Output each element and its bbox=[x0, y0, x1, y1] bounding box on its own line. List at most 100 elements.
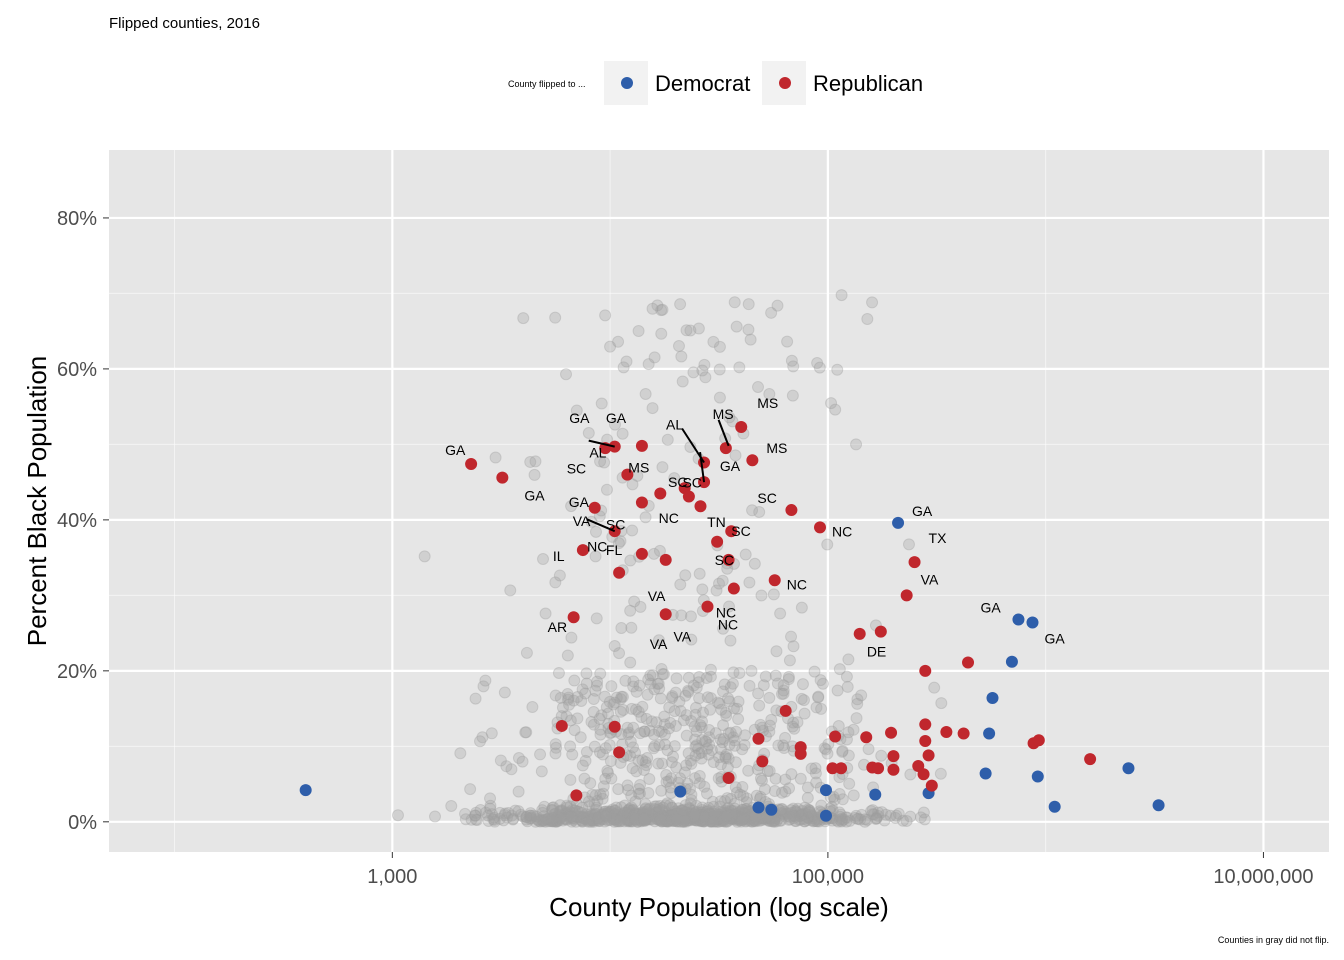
gray-point bbox=[711, 696, 724, 709]
gray-point bbox=[653, 682, 666, 695]
state-label: SC bbox=[567, 461, 586, 477]
gray-point bbox=[589, 808, 602, 821]
gray-point bbox=[788, 722, 801, 735]
gray-point bbox=[611, 815, 624, 828]
gray-point bbox=[626, 815, 639, 828]
gray-point bbox=[563, 698, 576, 711]
republican-point bbox=[576, 544, 589, 557]
gray-point bbox=[713, 340, 726, 353]
gray-point bbox=[714, 743, 727, 756]
gray-point bbox=[808, 665, 821, 678]
gray-point bbox=[678, 814, 691, 827]
gray-point bbox=[801, 781, 814, 794]
gray-point bbox=[565, 631, 578, 644]
gray-point bbox=[637, 810, 650, 823]
gray-point bbox=[904, 810, 917, 823]
gray-point bbox=[525, 811, 538, 824]
gray-point bbox=[711, 810, 724, 823]
gray-point bbox=[542, 812, 555, 825]
gray-point bbox=[604, 755, 617, 768]
gray-point bbox=[594, 455, 607, 468]
gray-point bbox=[729, 756, 742, 769]
gray-point bbox=[623, 805, 636, 818]
gray-point bbox=[805, 814, 818, 827]
gray-point bbox=[617, 809, 630, 822]
gray-point bbox=[741, 808, 754, 821]
gray-point bbox=[651, 813, 664, 826]
gray-point bbox=[690, 739, 703, 752]
gray-point bbox=[854, 813, 867, 826]
gray-point bbox=[626, 762, 639, 775]
gray-point bbox=[609, 804, 622, 817]
gray-point bbox=[587, 693, 600, 706]
gray-point bbox=[680, 709, 693, 722]
gray-point bbox=[581, 811, 594, 824]
background-points bbox=[391, 289, 948, 828]
republican-point bbox=[722, 553, 735, 566]
gray-point bbox=[834, 810, 847, 823]
gray-point bbox=[606, 803, 619, 816]
gray-point bbox=[728, 739, 741, 752]
gray-point bbox=[724, 812, 737, 825]
gray-point bbox=[719, 750, 732, 763]
democrat-point bbox=[1031, 770, 1044, 783]
gray-point bbox=[588, 809, 601, 822]
gray-point bbox=[739, 803, 752, 816]
gray-point bbox=[648, 802, 661, 815]
gray-point bbox=[794, 813, 807, 826]
gray-point bbox=[724, 809, 737, 822]
gray-point bbox=[536, 814, 549, 827]
gray-point bbox=[642, 813, 655, 826]
gray-point bbox=[675, 609, 688, 622]
state-label: SC bbox=[682, 474, 701, 490]
gray-point bbox=[683, 806, 696, 819]
x-axis-ticks: 1,000 100,000 10,000,000 bbox=[367, 852, 1313, 888]
gray-point bbox=[709, 727, 722, 740]
gray-point bbox=[536, 804, 549, 817]
gray-point bbox=[842, 726, 855, 739]
y-tick-label: 20% bbox=[57, 661, 97, 683]
gray-point bbox=[733, 361, 746, 374]
gray-point bbox=[796, 809, 809, 822]
republican-point bbox=[835, 762, 848, 775]
gray-point bbox=[678, 811, 691, 824]
gray-point bbox=[640, 812, 653, 825]
gray-point bbox=[608, 696, 621, 709]
gray-point bbox=[568, 804, 581, 817]
gray-point bbox=[614, 705, 627, 718]
gray-point bbox=[602, 767, 615, 780]
gray-point bbox=[769, 669, 782, 682]
gray-point bbox=[658, 710, 671, 723]
gray-point bbox=[575, 811, 588, 824]
gray-point bbox=[679, 799, 692, 812]
gray-point bbox=[730, 809, 743, 822]
gray-point bbox=[655, 804, 668, 817]
gray-point bbox=[546, 812, 559, 825]
gray-point bbox=[663, 798, 676, 811]
gray-point bbox=[576, 815, 589, 828]
gray-point bbox=[645, 715, 658, 728]
gray-point bbox=[813, 361, 826, 374]
gray-point bbox=[679, 689, 692, 702]
gray-point bbox=[731, 811, 744, 824]
gray-point bbox=[739, 548, 752, 561]
gray-point bbox=[546, 801, 559, 814]
gray-point bbox=[669, 686, 682, 699]
gray-point bbox=[729, 449, 742, 462]
gray-point bbox=[622, 804, 635, 817]
gray-point bbox=[714, 808, 727, 821]
state-label: SC bbox=[715, 552, 734, 568]
gray-point bbox=[715, 703, 728, 716]
gray-point bbox=[671, 807, 684, 820]
gray-point bbox=[418, 550, 431, 563]
state-label: NC bbox=[659, 510, 679, 526]
gray-point bbox=[783, 782, 796, 795]
gray-point bbox=[720, 748, 733, 761]
gray-point bbox=[561, 810, 574, 823]
gray-point bbox=[753, 506, 766, 519]
gray-point bbox=[669, 805, 682, 818]
gray-point bbox=[702, 809, 715, 822]
gray-point bbox=[459, 813, 472, 826]
gray-point bbox=[727, 731, 740, 744]
gray-point bbox=[719, 706, 732, 719]
